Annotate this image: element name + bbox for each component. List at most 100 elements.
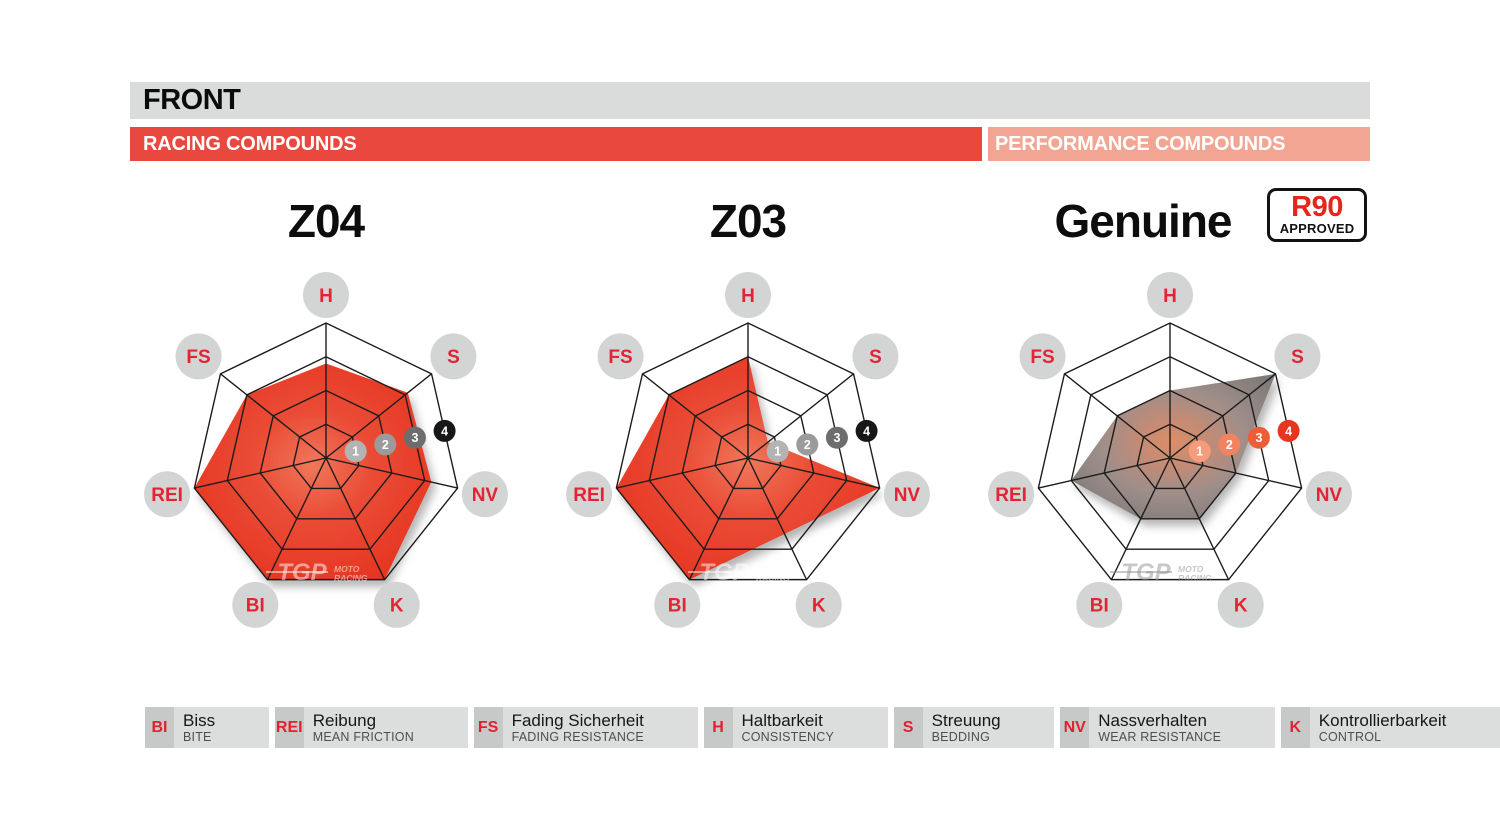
legend-label-h: Haltbarkeit CONSISTENCY (732, 707, 888, 748)
svg-text:MOTO: MOTO (334, 564, 360, 574)
front-header-bar: FRONT (130, 82, 1370, 119)
axis-label-rei: REI (566, 471, 613, 518)
page-title: FRONT (143, 84, 241, 116)
scale-tick-1: 1 (766, 440, 789, 463)
scale-tick-2: 2 (374, 433, 397, 456)
svg-text:H: H (1163, 286, 1177, 307)
radar-grid (615, 322, 881, 581)
scale-tick-4: 4 (855, 419, 878, 442)
svg-text:2: 2 (382, 438, 389, 452)
svg-text:NV: NV (1316, 485, 1343, 506)
radar-data-polygon-z03 (616, 356, 880, 580)
legend-label-s: Streuung BEDDING (922, 707, 1055, 748)
axis-label-bi: BI (1076, 581, 1123, 628)
svg-text:S: S (869, 347, 882, 368)
radar-grid (1037, 322, 1303, 581)
svg-text:FS: FS (186, 347, 210, 368)
legend-label-k: Kontrollierbarkeit CONTROL (1309, 707, 1500, 748)
svg-text:NV: NV (894, 485, 921, 506)
legend-term-english: FADING RESISTANCE (511, 730, 644, 744)
legend-term-english: BEDDING (931, 730, 990, 744)
r90-approved-badge: R90 APPROVED (1267, 188, 1367, 242)
racing-compounds-bar: RACING COMPOUNDS (130, 127, 982, 161)
scale-tick-2: 2 (1218, 433, 1241, 456)
svg-text:1: 1 (774, 445, 781, 459)
scale-tick-4: 4 (1277, 419, 1300, 442)
svg-text:2: 2 (804, 438, 811, 452)
scale-tick-1: 1 (1188, 440, 1211, 463)
scale-tick-4: 4 (433, 419, 456, 442)
axis-label-nv: NV (1305, 471, 1352, 518)
axis-legend-row: BI Biss BITE REI Reibung MEAN FRICTION FS Fadin… (145, 707, 1500, 748)
axis-label-fs: FS (1019, 333, 1066, 380)
legend-term-german: Kontrollierbarkeit (1318, 711, 1447, 730)
legend-term-german: Fading Sicherheit (511, 711, 644, 730)
legend-abbr-nv: NV (1060, 707, 1090, 748)
axis-label-fs: FS (175, 333, 222, 380)
legend-term-english: BITE (183, 730, 212, 744)
legend-item-s: S Streuung BEDDING (893, 707, 1055, 748)
legend-label-fs: Fading Sicherheit FADING RESISTANCE (502, 707, 698, 748)
legend-abbr-h: H (703, 707, 733, 748)
axis-label-fs: FS (597, 333, 644, 380)
legend-item-rei: REI Reibung MEAN FRICTION (274, 707, 468, 748)
radar-data-polygon-z04 (194, 363, 432, 580)
svg-text:FS: FS (1030, 347, 1054, 368)
legend-term-english: CONTROL (1318, 730, 1382, 744)
svg-text:4: 4 (1285, 424, 1292, 438)
axis-label-s: S (1274, 333, 1321, 380)
legend-term-german: Streuung (931, 711, 1001, 730)
svg-text:S: S (1291, 347, 1304, 368)
chart-title-genuine: Genuine (1054, 195, 1232, 247)
svg-text:3: 3 (833, 431, 840, 445)
legend-term-german: Nassverhalten (1098, 711, 1207, 730)
svg-text:RACING: RACING (1178, 573, 1212, 583)
legend-item-nv: NV Nassverhalten WEAR RESISTANCE (1060, 707, 1275, 748)
svg-text:BI: BI (1090, 596, 1109, 617)
svg-text:BI: BI (246, 596, 265, 617)
scale-tick-3: 3 (1247, 426, 1270, 449)
legend-item-h: H Haltbarkeit CONSISTENCY (703, 707, 888, 748)
axis-label-s: S (852, 333, 899, 380)
legend-abbr-rei: REI (274, 707, 304, 748)
radar-data-polygon-genuine (1071, 373, 1276, 519)
legend-term-german: Biss (183, 711, 216, 730)
svg-text:REI: REI (995, 485, 1027, 506)
svg-text:REI: REI (151, 485, 183, 506)
scale-tick-3: 3 (825, 426, 848, 449)
performance-compounds-bar: PERFORMANCE COMPOUNDS (988, 127, 1370, 161)
axis-label-k: K (373, 581, 420, 628)
svg-text:MOTO: MOTO (756, 564, 782, 574)
axis-label-s: S (430, 333, 477, 380)
svg-text:REI: REI (573, 485, 605, 506)
axis-label-bi: BI (654, 581, 701, 628)
racing-compounds-label: RACING COMPOUNDS (143, 133, 357, 155)
legend-label-bi: Biss BITE (174, 707, 269, 748)
legend-abbr-fs: FS (473, 707, 503, 748)
r90-badge-line1: R90 (1291, 191, 1343, 223)
svg-text:FS: FS (608, 347, 632, 368)
chart-title-z03: Z03 (709, 195, 787, 247)
svg-text:K: K (390, 596, 404, 617)
chart-title-z04: Z04 (287, 195, 365, 247)
axis-label-nv: NV (883, 471, 930, 518)
axis-label-h: H (1147, 272, 1193, 318)
svg-text:4: 4 (441, 424, 448, 438)
legend-abbr-s: S (893, 707, 923, 748)
svg-text:NV: NV (472, 485, 499, 506)
axis-label-h: H (725, 272, 771, 318)
svg-text:MOTO: MOTO (1178, 564, 1204, 574)
legend-term-english: CONSISTENCY (741, 730, 835, 744)
legend-item-fs: FS Fading Sicherheit FADING RESISTANCE (473, 707, 698, 748)
legend-item-bi: BI Biss BITE (145, 707, 269, 748)
scale-tick-3: 3 (403, 426, 426, 449)
svg-text:H: H (319, 286, 333, 307)
axis-label-k: K (795, 581, 842, 628)
scale-tick-2: 2 (796, 433, 819, 456)
